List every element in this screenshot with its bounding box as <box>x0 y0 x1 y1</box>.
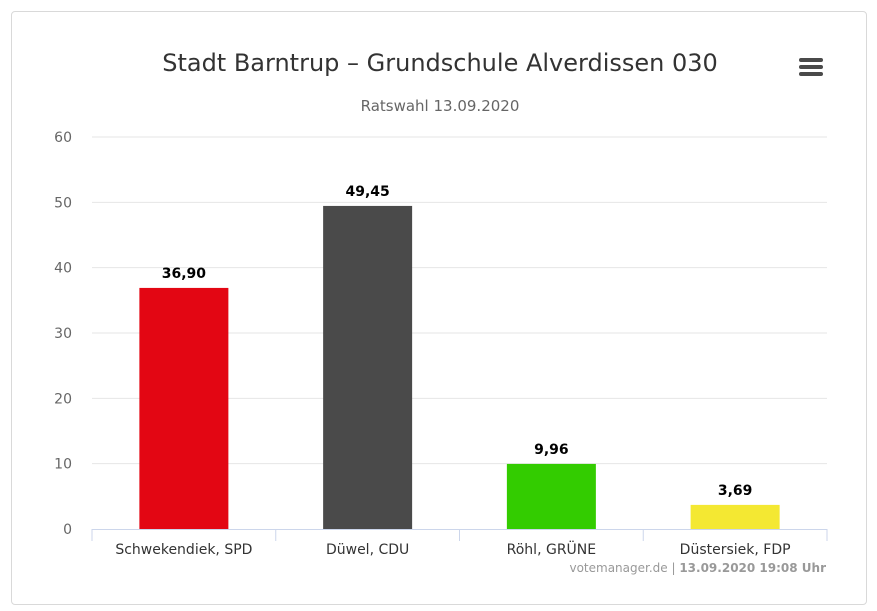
bar[interactable] <box>506 463 596 529</box>
bars <box>139 205 780 529</box>
bar[interactable] <box>139 287 229 529</box>
y-tick-label: 10 <box>54 457 72 473</box>
hamburger-menu-icon[interactable] <box>799 58 823 78</box>
x-tick-label: Düstersiek, FDP <box>680 542 791 558</box>
credits-source: votemanager.de <box>569 561 667 575</box>
x-tick-label: Schwekendiek, SPD <box>115 542 252 558</box>
x-tick-label: Röhl, GRÜNE <box>507 540 596 558</box>
y-tick-label: 20 <box>54 391 72 407</box>
x-tick-label: Düwel, CDU <box>326 542 409 558</box>
y-tick-label: 50 <box>54 195 72 211</box>
y-tick-label: 30 <box>54 326 72 342</box>
bar[interactable] <box>323 205 413 529</box>
chart-title: Stadt Barntrup – Grundschule Alverdissen… <box>162 49 718 77</box>
y-tick-label: 0 <box>63 522 72 538</box>
credits[interactable]: votemanager.de | 13.09.2020 19:08 Uhr <box>569 561 826 575</box>
credits-separator: | <box>668 561 680 575</box>
y-tick-label: 60 <box>54 130 72 146</box>
data-label: 9,96 <box>534 442 569 458</box>
y-axis-ticks: 0 10 20 30 40 50 60 <box>54 130 72 538</box>
y-tick-label: 40 <box>54 261 72 277</box>
chart-subtitle: Ratswahl 13.09.2020 <box>361 97 520 115</box>
data-label: 49,45 <box>345 184 389 200</box>
data-label: 3,69 <box>718 483 753 499</box>
x-axis: Schwekendiek, SPD Düwel, CDU Röhl, GRÜNE Dü… <box>91 529 828 558</box>
data-label: 36,90 <box>162 266 207 282</box>
credits-timestamp: 13.09.2020 19:08 Uhr <box>679 561 826 575</box>
data-labels: 36,90 49,45 9,96 3,69 <box>162 184 753 499</box>
bar[interactable] <box>690 504 780 529</box>
